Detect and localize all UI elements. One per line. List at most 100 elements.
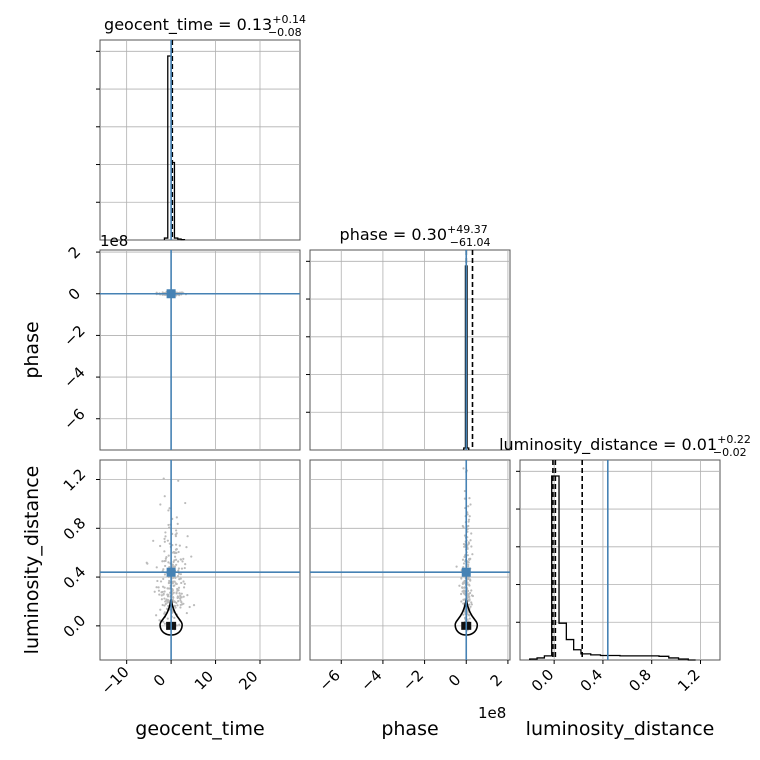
scatter-point (468, 595, 471, 598)
scatter-point (461, 590, 464, 593)
scatter-point (166, 587, 169, 590)
scatter-point (177, 560, 180, 563)
scatter-point (177, 586, 181, 589)
panel-luminosity_distance-vs-geocent_time (99, 459, 301, 661)
scatter-point (152, 539, 155, 542)
scatter-point (455, 565, 458, 568)
diag-panel-phase: phase = 0.30+49.37 −61.04 (306, 223, 511, 451)
scatter-point (185, 611, 188, 615)
scatter-point (471, 553, 474, 556)
scatter-point (155, 586, 158, 589)
scatter-point (469, 503, 472, 506)
scatter-point (162, 593, 165, 596)
scatter-point (185, 546, 188, 549)
scatter-point (173, 604, 176, 607)
offset-text: 1e8 (478, 704, 506, 722)
scatter-point (178, 544, 181, 547)
scatter-point (462, 562, 466, 565)
scatter-point (178, 578, 181, 581)
scatter-point (171, 596, 175, 599)
scatter-point (182, 595, 185, 598)
scatter-point (175, 592, 178, 595)
scatter-point (462, 566, 465, 569)
scatter-point (156, 579, 159, 583)
histogram-step (529, 475, 696, 661)
scatter-point (163, 540, 166, 543)
scatter-point (164, 557, 167, 560)
scatter-point (173, 616, 176, 619)
scatter-point (467, 518, 471, 521)
truth-marker (166, 567, 176, 577)
truth-marker (461, 567, 471, 577)
scatter-point (460, 592, 463, 596)
diag-title: luminosity_distance = 0.01+0.22 −0.02 (499, 433, 751, 459)
scatter-point (460, 600, 463, 603)
scatter-point (162, 577, 165, 581)
scatter-point (186, 535, 189, 538)
y-axis-label: luminosity_distance (21, 466, 43, 655)
scatter-point (174, 543, 178, 546)
scatter-point (166, 617, 169, 620)
scatter-point (167, 509, 170, 512)
panel-frame (309, 249, 511, 451)
scatter-point (163, 495, 166, 498)
scatter-point (158, 593, 161, 596)
scatter-point (463, 543, 466, 546)
scatter-point (162, 477, 165, 480)
scatter-point (467, 542, 471, 545)
scatter-point (164, 564, 167, 568)
scatter-point (164, 602, 167, 606)
scatter-point (178, 592, 181, 595)
scatter-point (467, 565, 470, 568)
diag-title: phase = 0.30+49.37 −61.04 (340, 223, 491, 249)
scatter-point (192, 604, 196, 607)
scatter-point (165, 599, 168, 602)
scatter-point (177, 589, 180, 592)
scatter-point (175, 547, 178, 551)
scatter-point (469, 539, 472, 542)
diag-title: geocent_time = 0.13+0.14 −0.08 (104, 13, 306, 39)
panel-phase-vs-geocent_time (99, 249, 301, 451)
scatter-point (163, 604, 166, 607)
scatter-point (179, 594, 182, 597)
scatter-point (461, 558, 465, 561)
scatter-point (163, 550, 166, 553)
scatter-point (180, 592, 183, 595)
scatter-point (461, 524, 464, 528)
scatter-point (466, 554, 469, 557)
scatter-point (183, 566, 186, 570)
scatter-point (182, 557, 185, 560)
scatter-point (470, 589, 473, 592)
scatter-point (166, 601, 169, 604)
x-axis-label: luminosity_distance (526, 718, 715, 740)
offset-text: 1e8 (100, 232, 128, 250)
scatter-point (175, 529, 178, 532)
scatter-point (160, 598, 163, 601)
scatter-point (159, 503, 162, 506)
scatter-point (184, 501, 187, 505)
diag-panel-luminosity_distance: luminosity_distance = 0.01+0.22 −0.02 (499, 433, 751, 661)
scatter-point (468, 515, 471, 518)
scatter-point (163, 590, 166, 593)
y-axis-label: phase (21, 321, 43, 378)
scatter-point (462, 602, 465, 605)
scatter-point (461, 586, 464, 590)
scatter-point (470, 545, 473, 548)
scatter-point (468, 617, 471, 620)
scatter-point (172, 591, 175, 594)
scatter-point (468, 584, 471, 587)
scatter-point (167, 523, 170, 527)
scatter-point (167, 598, 170, 602)
scatter-point (146, 562, 149, 565)
scatter-point (463, 589, 466, 592)
scatter-point (175, 516, 178, 519)
scatter-point (157, 586, 160, 589)
scatter-point (175, 624, 178, 627)
scatter-point (470, 532, 473, 535)
scatter-point (184, 563, 187, 566)
scatter-point (155, 614, 158, 617)
scatter-point (176, 595, 179, 598)
scatter-point (179, 558, 183, 561)
scatter-point (173, 600, 176, 604)
scatter-point (470, 603, 473, 606)
